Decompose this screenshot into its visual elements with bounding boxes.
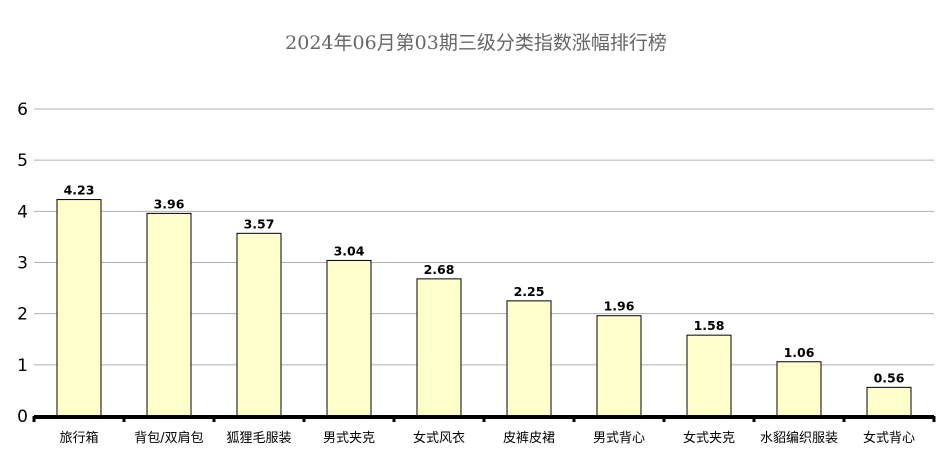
data-label: 3.57 bbox=[244, 216, 275, 231]
x-tick-mark bbox=[932, 416, 936, 422]
bar bbox=[56, 199, 102, 417]
chart-title: 2024年06月第03期三级分类指数涨幅排行榜 bbox=[285, 32, 667, 54]
data-label: 3.04 bbox=[334, 243, 365, 258]
x-tick-mark bbox=[842, 416, 846, 422]
y-tick-label: 6 bbox=[17, 100, 28, 120]
y-tick-label: 3 bbox=[17, 254, 28, 274]
bar bbox=[596, 315, 642, 417]
data-label: 1.58 bbox=[694, 318, 725, 333]
x-tick-mark bbox=[392, 416, 396, 422]
x-tick-label: 旅行箱 bbox=[59, 430, 98, 446]
x-tick-label: 水貂编织服装 bbox=[760, 431, 838, 446]
data-label: 3.96 bbox=[154, 196, 185, 211]
bar bbox=[146, 212, 192, 417]
x-tick-mark bbox=[122, 416, 126, 422]
data-label: 0.56 bbox=[874, 370, 905, 385]
data-label: 4.23 bbox=[64, 183, 95, 198]
bar bbox=[686, 334, 732, 417]
x-tick-label: 男式背心 bbox=[593, 431, 645, 446]
y-tick-label: 4 bbox=[17, 202, 28, 222]
data-label: 2.68 bbox=[424, 262, 455, 277]
x-tick-label: 狐狸毛服装 bbox=[226, 431, 291, 446]
x-tick-label: 女式风衣 bbox=[413, 430, 465, 446]
bar bbox=[506, 300, 552, 417]
y-tick-label: 1 bbox=[17, 356, 28, 376]
x-tick-label: 皮裤皮裙 bbox=[503, 431, 555, 446]
x-tick-label: 男式夹克 bbox=[323, 431, 375, 446]
x-tick-label: 背包/双肩包 bbox=[134, 430, 203, 446]
x-tick-mark bbox=[662, 416, 666, 422]
x-tick-mark bbox=[572, 416, 576, 422]
bar bbox=[326, 259, 372, 417]
bar bbox=[236, 232, 282, 417]
data-label: 1.96 bbox=[604, 299, 635, 314]
bar bbox=[776, 361, 822, 417]
x-tick-mark bbox=[752, 416, 756, 422]
data-label: 1.06 bbox=[784, 345, 815, 360]
y-tick-label: 2 bbox=[17, 305, 28, 325]
bar bbox=[416, 278, 462, 417]
data-label: 2.25 bbox=[514, 284, 545, 299]
x-tick-label: 女式夹克 bbox=[683, 430, 735, 446]
y-tick-label: 5 bbox=[17, 151, 28, 171]
x-tick-label: 女式背心 bbox=[863, 430, 915, 446]
x-tick-mark bbox=[212, 416, 216, 422]
x-tick-mark bbox=[482, 416, 486, 422]
y-tick-label: 0 bbox=[17, 407, 28, 427]
x-tick-mark bbox=[32, 416, 36, 422]
x-tick-mark bbox=[302, 416, 306, 422]
bar bbox=[866, 386, 912, 417]
